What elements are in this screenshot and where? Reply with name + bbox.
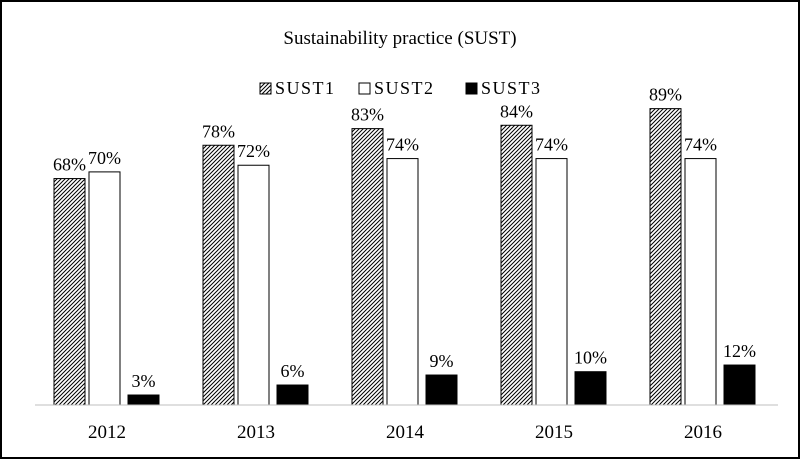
legend-swatch-sust1	[259, 82, 272, 95]
bar-sust3-2015	[574, 371, 607, 406]
x-tick-labels: 2012 2013 2014 2015 2016	[88, 422, 722, 443]
data-label-sust3-2012: 3%	[132, 371, 156, 391]
chart-title: Sustainability practice (SUST)	[283, 28, 516, 49]
bar-sust3-2016	[723, 364, 756, 406]
bar-sust3-2014	[425, 374, 458, 406]
bar-sust2-2015	[535, 158, 568, 406]
bar-sust1-2012	[53, 178, 86, 406]
data-label-sust2-2016: 74%	[684, 135, 717, 155]
data-label-sust3-2013: 6%	[281, 361, 305, 381]
legend-swatch-sust3	[465, 82, 478, 95]
legend-swatch-sust2	[358, 82, 371, 95]
bar-sust1-2014	[351, 128, 384, 406]
legend-label-sust3: SUST3	[481, 78, 542, 98]
data-label-sust2-2014: 74%	[386, 135, 419, 155]
bar-sust1-2015	[500, 124, 533, 406]
data-label-sust2-2015: 74%	[535, 135, 568, 155]
bar-sust2-2016	[684, 158, 717, 406]
x-tick-label-2013: 2013	[237, 422, 275, 443]
data-label-sust3-2015: 10%	[574, 348, 607, 368]
bar-sust3-2013	[276, 384, 309, 406]
data-label-sust1-2014: 83%	[351, 105, 384, 125]
data-label-sust1-2013: 78%	[202, 121, 235, 141]
data-label-sust1-2015: 84%	[500, 101, 533, 121]
data-label-sust1-2012: 68%	[53, 155, 86, 175]
bar-sust1-2013	[202, 144, 235, 406]
x-tick-label-2014: 2014	[386, 422, 425, 443]
data-label-sust1-2016: 89%	[649, 85, 682, 105]
legend-label-sust1: SUST1	[275, 78, 336, 98]
bars	[53, 108, 756, 406]
bar-sust2-2013	[237, 164, 270, 406]
legend-label-sust2: SUST2	[374, 78, 435, 98]
bar-sust2-2014	[386, 158, 419, 406]
data-label-sust2-2012: 70%	[88, 148, 121, 168]
data-label-sust3-2014: 9%	[430, 351, 454, 371]
data-label-sust3-2016: 12%	[723, 341, 756, 361]
x-tick-label-2016: 2016	[684, 422, 722, 443]
x-tick-label-2012: 2012	[88, 422, 126, 443]
bar-sust3-2012	[127, 394, 160, 406]
data-labels: 68% 70%3%78%72%6%83%74%9%84%74%10%89%74%1…	[53, 85, 756, 391]
x-tick-label-2015: 2015	[535, 422, 573, 443]
legend: SUST1 SUST2 SUST3	[259, 78, 542, 98]
bar-sust1-2016	[649, 108, 682, 406]
bar-sust2-2012	[88, 171, 121, 406]
data-label-sust2-2013: 72%	[237, 141, 270, 161]
